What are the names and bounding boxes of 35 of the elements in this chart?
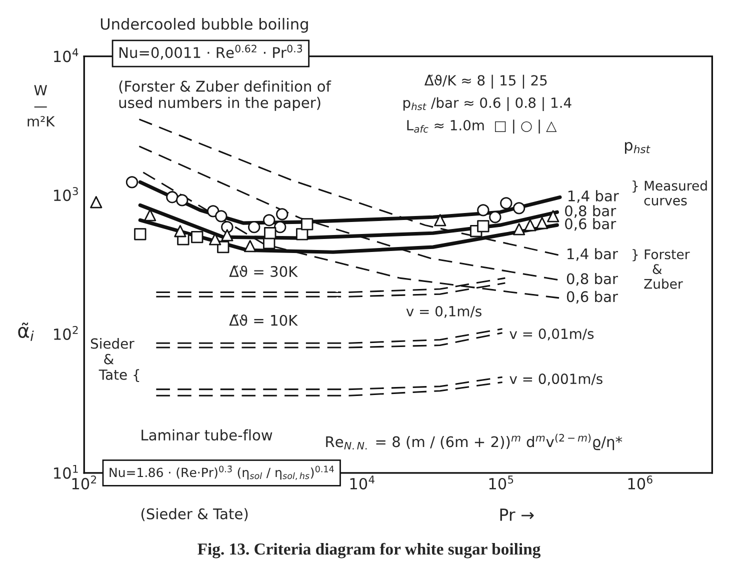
x-axis-title: Pr → <box>500 508 534 521</box>
y-tick-label: 10$^{2}$ <box>54 326 78 340</box>
x-tick-label: 10$^{5}$ <box>489 476 514 490</box>
annotation: (Forster & Zuber definition of used numbers in the paper) <box>119 80 332 111</box>
y-axis-title: α̃$_{i}$ <box>18 322 34 341</box>
series-label: 0,6 bar <box>565 218 616 231</box>
annotation: v = 0,1m/s <box>406 306 482 318</box>
annotation: v = 0,01m/s <box>510 328 594 340</box>
annotation: Δ̃ϑ/K ≈ 8 | 15 | 25 <box>424 74 547 89</box>
x-tick-label: 10$^{4}$ <box>350 476 374 490</box>
y-tick-label: 10$^{4}$ <box>54 48 78 62</box>
annotation: L$_{afc}$ ≈ 1.0m □ | ○ | △ <box>407 120 557 134</box>
x-tick-label: 10$^{6}$ <box>628 475 652 490</box>
text: Undercooled bubble boiling <box>100 18 308 33</box>
annotation: Nu=1.86 · (Re·Pr)$^{0.3̄}$ (η$_{sol}$ / η$_{sol,hs}$)$^{0.14}$ <box>110 466 334 480</box>
text: Re$_{N.N.}$ = 8 (m / (6m + 2))$^{m}$ d$^{m}$v$^{(2−m)}$ϱ/η* <box>326 434 622 450</box>
annotation: } Measured curves <box>632 180 707 206</box>
series-label: 1,4 bar <box>568 190 619 203</box>
text: Fig. 13. Criteria diagram for white sugar boiling <box>198 542 541 558</box>
annotation: p$_{hst}$ <box>624 142 650 154</box>
annotation: Δ̃ϑ = 10K <box>229 314 298 326</box>
annotation: } Forster & Zuber <box>632 249 690 289</box>
series-label: 0,8 bar <box>566 272 618 286</box>
annotation: p$_{hst}$ /bar ≈ 0.6 | 0.8 | 1.4 <box>403 97 572 112</box>
text: W — m²K <box>28 85 55 126</box>
annotation: Δ̃ϑ = 30K <box>229 265 298 278</box>
series-label: 0,6 bar <box>566 290 618 304</box>
series-label: 0,8 bar <box>565 205 616 218</box>
annotation: Sieder & Tate { <box>90 338 140 382</box>
annotation: v = 0,001m/s <box>510 374 602 386</box>
y-tick-label: 10$^{3}$ <box>54 187 78 202</box>
text: (Sieder & Tate) <box>141 508 248 522</box>
annotation: Nu=0,0011 · Re$^{0.62}$ · Pr$^{0.3̄}$ <box>120 44 302 60</box>
annotation: Laminar tube-flow <box>142 429 272 441</box>
series-label: 1,4 bar <box>568 248 618 261</box>
